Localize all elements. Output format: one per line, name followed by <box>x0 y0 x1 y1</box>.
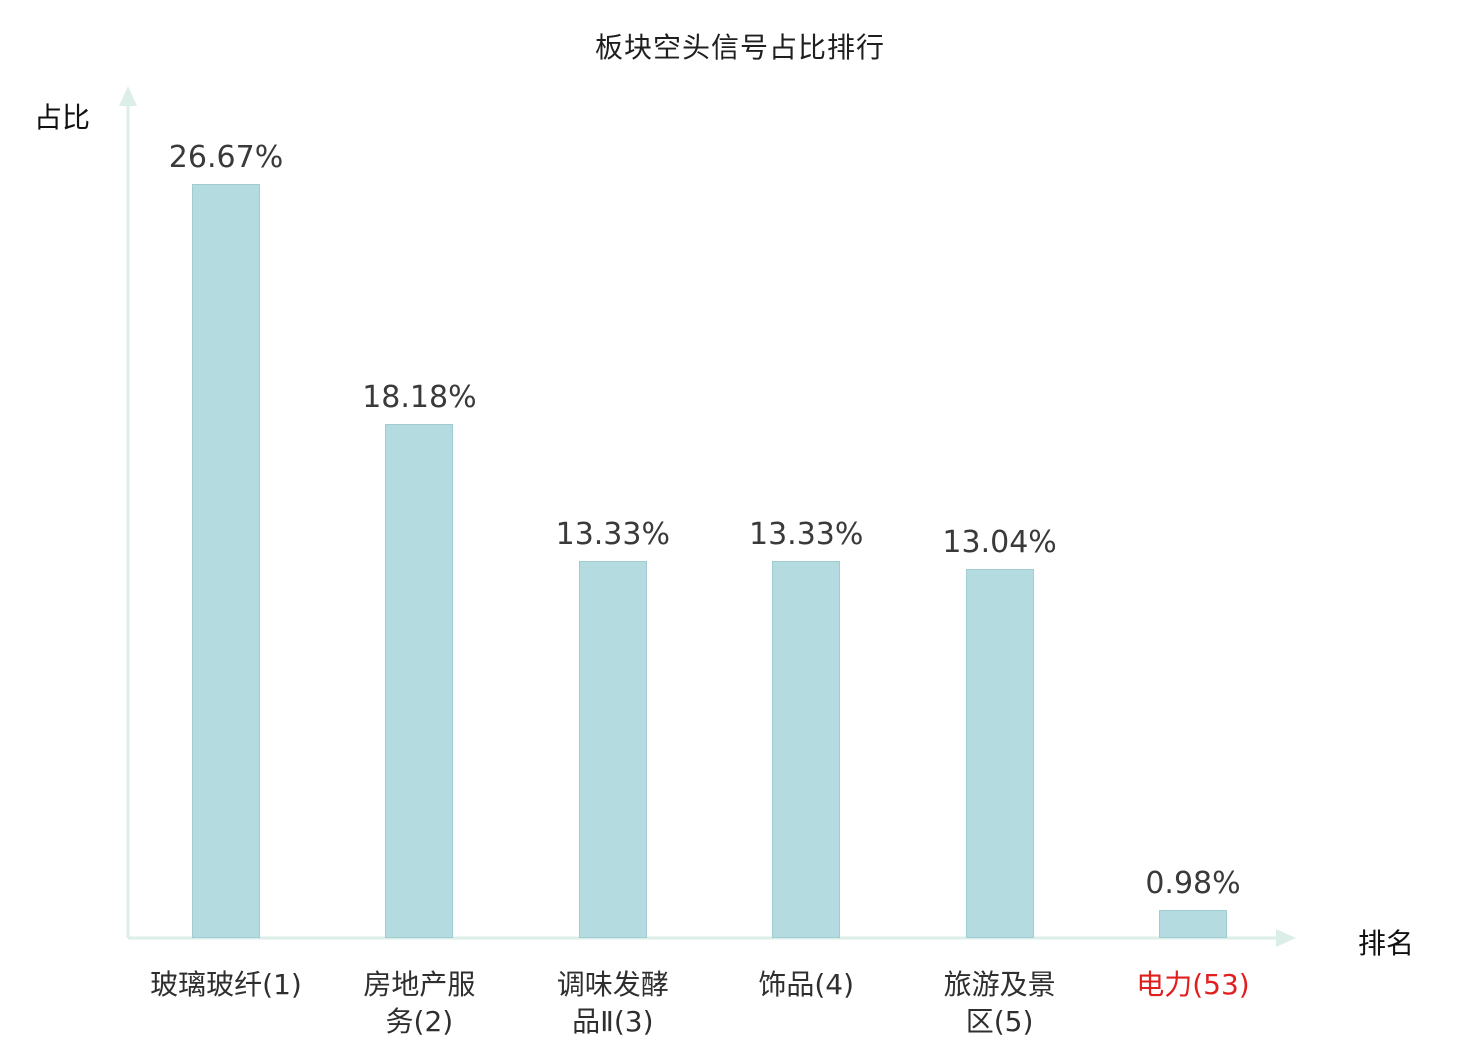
bar <box>385 424 454 938</box>
x-axis-arrow-icon <box>1276 929 1296 947</box>
x-axis-label: 排名 <box>1358 927 1415 960</box>
category-label: 旅游及景 区(5) <box>943 968 1056 1038</box>
bar-value-label: 18.18% <box>362 380 477 415</box>
category-label: 饰品(4) <box>758 968 855 1001</box>
category-label: 调味发酵 品Ⅱ(3) <box>556 968 669 1038</box>
category-label: 电力(53) <box>1136 968 1250 1001</box>
chart-title: 板块空头信号占比排行 <box>594 31 885 64</box>
bar <box>965 569 1034 938</box>
y-axis-label: 占比 <box>34 101 91 134</box>
bar <box>1159 910 1227 938</box>
bar-value-label: 26.67% <box>168 140 284 175</box>
bar-value-label: 13.33% <box>748 517 864 552</box>
bar <box>578 561 647 938</box>
bar <box>772 561 841 938</box>
bar-value-label: 13.04% <box>942 525 1057 560</box>
bar <box>192 184 260 938</box>
category-label: 房地产服 务(2) <box>363 968 476 1038</box>
bar-value-label: 13.33% <box>555 517 670 552</box>
bar-value-label: 0.98% <box>1145 866 1241 901</box>
y-axis-arrow-icon <box>119 86 137 106</box>
category-label: 玻璃玻纤(1) <box>150 968 302 1001</box>
